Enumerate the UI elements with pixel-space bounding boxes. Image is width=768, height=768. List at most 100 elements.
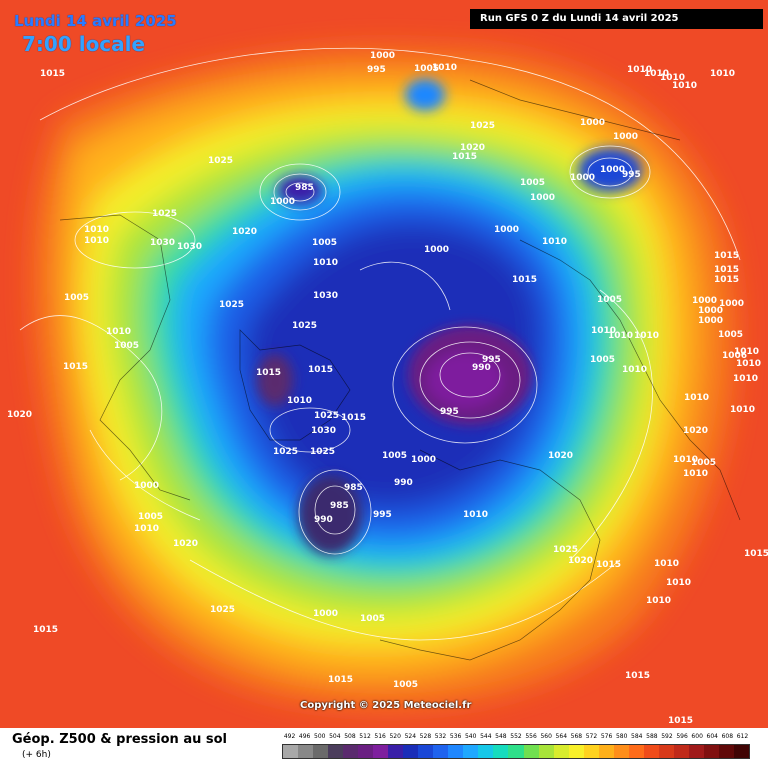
pressure-label: 1010 bbox=[672, 81, 697, 91]
legend-tick: 576 bbox=[600, 733, 613, 740]
copyright: Copyright © 2025 Meteociel.fr bbox=[300, 700, 472, 711]
pressure-label: 1005 bbox=[114, 341, 139, 351]
pressure-label: 1000 bbox=[370, 51, 395, 61]
pressure-label: 1005 bbox=[393, 680, 418, 690]
run-info: Run GFS 0 Z du Lundi 14 avril 2025 bbox=[470, 9, 763, 29]
pressure-label: 995 bbox=[482, 355, 501, 365]
pressure-label: 995 bbox=[440, 407, 459, 417]
legend-tick: 548 bbox=[495, 733, 507, 740]
legend-swatch bbox=[523, 745, 539, 758]
pressure-label: 1000 bbox=[698, 306, 723, 316]
pressure-label: 1010 bbox=[683, 469, 708, 479]
legend-tick: 560 bbox=[540, 733, 552, 740]
pressure-label: 1015 bbox=[328, 675, 353, 685]
legend-tick: 504 bbox=[329, 733, 341, 740]
pressure-label: 985 bbox=[295, 183, 314, 193]
pressure-label: 1000 bbox=[719, 299, 744, 309]
pressure-label: 1025 bbox=[210, 605, 235, 615]
legend-swatch bbox=[508, 745, 524, 758]
pressure-label: 1000 bbox=[600, 165, 625, 175]
pressure-label: 995 bbox=[373, 510, 392, 520]
legend-tick: 592 bbox=[661, 733, 673, 740]
pressure-label: 1025 bbox=[310, 447, 335, 457]
legend-swatch bbox=[643, 745, 659, 758]
legend-tick: 552 bbox=[510, 733, 522, 740]
pressure-label: 1010 bbox=[84, 225, 109, 235]
coastlines bbox=[59, 79, 741, 661]
low-pressure-cores bbox=[257, 79, 642, 555]
pressure-label: 1000 bbox=[530, 193, 555, 203]
pressure-label: 1010 bbox=[627, 65, 652, 75]
pressure-label: 995 bbox=[367, 65, 386, 75]
pressure-label: 1005 bbox=[691, 458, 716, 468]
pressure-label: 1010 bbox=[608, 331, 633, 341]
legend-tick: 604 bbox=[706, 733, 718, 740]
pressure-label: 1010 bbox=[634, 331, 659, 341]
legend-swatch bbox=[313, 745, 329, 758]
pressure-label: 1000 bbox=[411, 455, 436, 465]
pressure-label: 1010 bbox=[84, 236, 109, 246]
pressure-label: 1010 bbox=[660, 73, 685, 83]
pressure-label: 1025 bbox=[314, 411, 339, 421]
pressure-label: 990 bbox=[472, 363, 491, 373]
geopotential-field bbox=[33, 48, 736, 708]
pressure-label: 1030 bbox=[177, 242, 202, 252]
pressure-label: 1015 bbox=[341, 413, 366, 423]
pressure-label: 1000 bbox=[580, 118, 605, 128]
legend-tick: 544 bbox=[480, 733, 492, 740]
pressure-label: 1010 bbox=[684, 393, 709, 403]
legend-tick: 564 bbox=[555, 733, 568, 740]
legend-tick: 512 bbox=[359, 733, 371, 740]
pressure-label: 1015 bbox=[256, 368, 281, 378]
pressure-label: 995 bbox=[622, 170, 641, 180]
pressure-label: 1010 bbox=[432, 63, 457, 73]
pressure-label: 1000 bbox=[698, 316, 723, 326]
isobars bbox=[19, 47, 741, 641]
pressure-label: 1010 bbox=[730, 405, 755, 415]
weather-map: 1015 1000 995 1005 1010 1010 1010 1010 1010 1010 1… bbox=[0, 0, 768, 728]
legend-swatch bbox=[463, 745, 479, 758]
pressure-label: 1000 bbox=[270, 197, 295, 207]
pressure-label: 1000 bbox=[613, 132, 638, 142]
legend-swatch bbox=[583, 745, 599, 758]
chart-title: Géop. Z500 & pression au sol bbox=[12, 732, 227, 747]
pressure-label: 1010 bbox=[734, 347, 759, 357]
legend-swatch bbox=[688, 745, 704, 758]
pressure-label: 1020 bbox=[173, 539, 198, 549]
legend-labels: 492 496 500 504 508 512 516 520 524 528 532 536 540 5… bbox=[282, 733, 750, 745]
pressure-label: 1010 bbox=[654, 559, 679, 569]
date-title: Lundi 14 avril 2025 bbox=[14, 12, 177, 30]
legend-tick: 596 bbox=[676, 733, 688, 740]
legend-swatch bbox=[358, 745, 374, 758]
legend-swatch bbox=[343, 745, 359, 758]
chart-subtitle: (+ 6h) bbox=[22, 750, 51, 760]
legend-swatch bbox=[613, 745, 629, 758]
legend-swatch bbox=[658, 745, 674, 758]
pressure-label: 1015 bbox=[63, 362, 88, 372]
pressure-label: 1015 bbox=[668, 716, 693, 726]
pressure-label: 1010 bbox=[313, 258, 338, 268]
pressure-label: 1025 bbox=[470, 121, 495, 131]
pressure-label: 990 bbox=[394, 478, 413, 488]
pressure-label: 1015 bbox=[308, 365, 333, 375]
pressure-label: 1020 bbox=[568, 556, 593, 566]
pressure-label: 1025 bbox=[208, 156, 233, 166]
pressure-label: 1020 bbox=[232, 227, 257, 237]
pressure-label: 1000 bbox=[570, 173, 595, 183]
pressure-label: 1015 bbox=[714, 265, 739, 275]
legend-tick: 608 bbox=[721, 733, 734, 740]
pressure-label: 1030 bbox=[313, 291, 338, 301]
legend-tick: 508 bbox=[344, 733, 356, 740]
legend-swatch bbox=[733, 745, 749, 758]
pressure-label: 1015 bbox=[512, 275, 537, 285]
pressure-label: 1025 bbox=[152, 209, 177, 219]
legend-tick: 568 bbox=[570, 733, 583, 740]
color-legend bbox=[282, 744, 750, 759]
legend-swatch bbox=[433, 745, 449, 758]
pressure-label: 990 bbox=[314, 515, 333, 525]
pressure-label: 1010 bbox=[106, 327, 131, 337]
pressure-label: 1006 bbox=[722, 351, 747, 361]
pressure-label: 1010 bbox=[463, 510, 488, 520]
pressure-label: 1005 bbox=[718, 330, 743, 340]
legend-swatch bbox=[493, 745, 509, 758]
